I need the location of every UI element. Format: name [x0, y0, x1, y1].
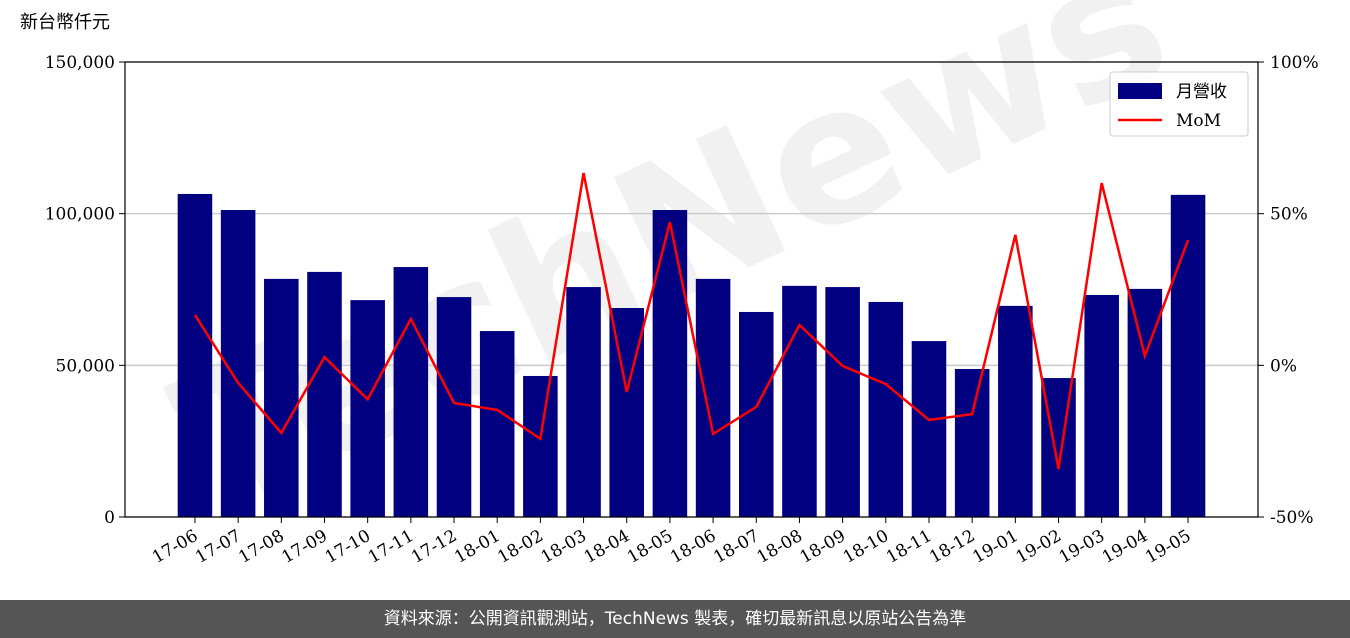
x-tick-label: 18-11 — [883, 526, 935, 568]
x-tick-label: 18-06 — [667, 526, 719, 568]
bar — [998, 305, 1033, 517]
x-tick-label: 19-05 — [1142, 526, 1194, 568]
bar — [566, 287, 601, 517]
x-tick-label: 18-07 — [710, 526, 762, 568]
x-tick-label: 18-08 — [753, 526, 805, 568]
bar — [954, 368, 990, 517]
y-tick-label: 100,000 — [45, 205, 115, 225]
legend-label: 月營收 — [1176, 82, 1227, 102]
x-tick-label: 18-02 — [494, 526, 546, 568]
y-tick-label: 50,000 — [56, 356, 115, 376]
legend-swatch — [1118, 83, 1162, 99]
x-tick-label: 18-10 — [840, 526, 892, 568]
y2-tick-label: 100% — [1270, 53, 1319, 73]
bar — [177, 193, 213, 517]
bar — [1170, 194, 1206, 518]
y2-tick-label: -50% — [1270, 508, 1314, 528]
bar — [436, 297, 472, 517]
bar — [911, 341, 947, 517]
legend-label: MoM — [1176, 111, 1221, 131]
x-tick-label: 17-10 — [322, 526, 374, 568]
bar — [1084, 294, 1119, 517]
x-tick-label: 19-01 — [969, 526, 1021, 568]
bar — [350, 300, 385, 517]
line — [193, 172, 1190, 470]
chart: 新台幣仟元 TechNews 050,000100,000150,000-50%… — [20, 0, 1319, 568]
bar — [523, 375, 558, 517]
x-tick-label: 18-05 — [624, 526, 676, 568]
bar — [609, 308, 645, 517]
y-tick-label: 0 — [104, 508, 115, 528]
x-tick-label: 18-01 — [451, 526, 503, 568]
bar — [825, 287, 860, 517]
x-tick-label: 17-11 — [365, 526, 417, 568]
x-tick-label: 18-12 — [926, 526, 978, 568]
bar — [264, 278, 299, 517]
y2-tick-label: 0% — [1270, 356, 1297, 376]
x-tick-label: 17-06 — [149, 526, 201, 568]
legend: 月營收 MoM — [1109, 71, 1249, 137]
x-tick-label: 18-03 — [538, 526, 590, 568]
footer: 資料來源：公開資訊觀測站，TechNews 製表，確切最新訊息以原站公告為準 — [0, 600, 1350, 638]
bar — [652, 210, 688, 517]
x-tick-label: 17-12 — [408, 526, 460, 568]
bar — [695, 278, 731, 517]
y2-tick-label: 50% — [1270, 205, 1308, 225]
x-tick-label: 17-07 — [192, 526, 244, 568]
bar — [868, 301, 904, 517]
x-tick-label: 19-04 — [1099, 526, 1151, 568]
x-tick-label: 19-03 — [1056, 526, 1108, 568]
bar — [782, 285, 817, 517]
plot-frame — [124, 61, 1259, 518]
y-axis-label: 新台幣仟元 — [20, 12, 110, 33]
bar — [307, 271, 342, 517]
x-tick-label: 19-02 — [1013, 526, 1065, 568]
x-tick-label: 18-09 — [797, 526, 849, 568]
x-tick-label: 18-04 — [581, 526, 633, 568]
bar — [479, 331, 515, 517]
y-tick-label: 150,000 — [45, 53, 115, 73]
bar — [393, 267, 429, 517]
